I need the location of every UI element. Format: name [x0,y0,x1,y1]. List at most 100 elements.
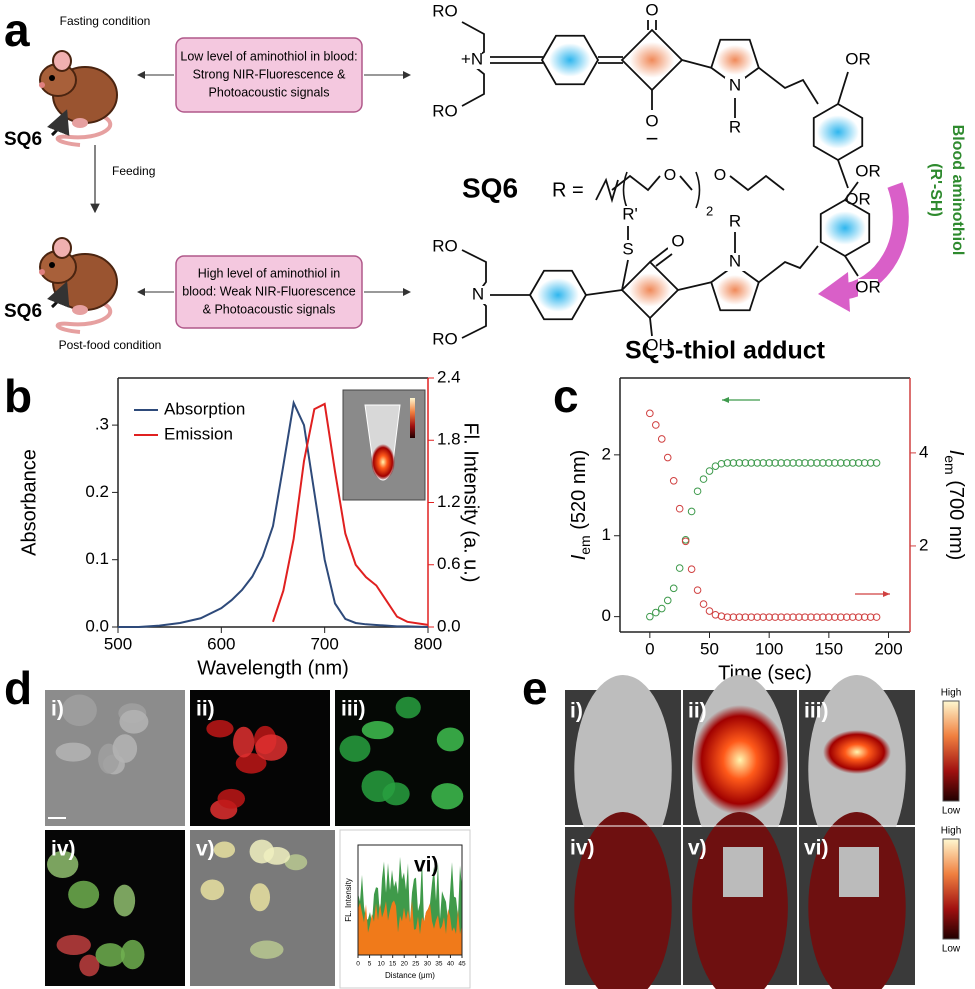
panel-label: c [553,370,579,422]
feeding-label: Feeding [112,164,155,178]
atom-bg [642,113,662,131]
atom-bg [435,103,455,121]
atom-label: N [729,75,741,94]
point [747,459,756,467]
x-tick-label: 100 [755,639,783,658]
axis-title: Absorbance [18,449,40,556]
point [717,459,726,468]
atom-bg [858,279,878,297]
atom-bg [620,206,640,224]
profile-orange [358,900,462,955]
point [848,613,857,621]
cell [206,720,234,738]
plot-frame [357,844,463,956]
image-label: vi) [414,854,439,877]
point [729,459,738,467]
inset-signal [371,444,395,480]
point [836,459,845,467]
point [675,504,684,513]
box-text: Strong NIR-Fluorescence & [193,67,347,81]
panel-label: e [522,662,548,714]
y-tick-label: 2 [602,444,611,463]
bond [837,159,849,189]
point [741,613,750,621]
cell [61,694,97,727]
point [854,613,863,621]
point [723,459,732,467]
axis-title-part: (520 nm) [568,450,590,536]
point [872,459,881,467]
point [836,613,845,621]
box-text: blood: Weak NIR-Fluorescence [182,284,356,298]
point [801,613,809,621]
point [819,459,827,467]
cell [233,726,255,758]
cell [68,880,100,909]
mouse-body [692,812,788,989]
image-label: ii) [196,698,215,721]
x-tick-label: 800 [414,634,442,653]
point [831,459,839,467]
atom-label: OR [855,161,881,180]
bond [461,299,487,339]
point [681,537,690,546]
arrow [47,109,70,137]
atom-label: S [622,239,633,258]
bond [649,317,653,337]
y2-tick-label: 1.8 [437,430,461,449]
axis-title-part: (700 nm) [945,475,967,561]
ring-glow [629,42,675,78]
axis-title: Wavelength (nm) [197,657,349,679]
colorbar-label: Low [942,806,961,817]
point [669,477,678,485]
image-label: iii) [341,698,366,721]
cell [95,943,125,967]
colorbar-label: Low [942,944,961,955]
in-vivo-imaging: i) ii) iii) iv) v) vi) High Low High Low [565,675,961,989]
atom-bg [435,3,455,21]
point [705,467,714,475]
atom-bg [858,163,878,181]
point [735,613,744,621]
ring [710,38,760,87]
cell [119,709,149,734]
mouse-body [808,812,906,989]
chart-b: 500 600 700 8000.00.10.2.30.00.61.21.82.4Wa… [18,367,481,679]
point [693,487,702,496]
y-tick-label: 1 [602,525,611,544]
y-tick-label: 0.0 [85,616,109,635]
point [646,409,654,418]
cell [217,788,246,809]
cell [249,883,271,912]
atom-bg [848,51,868,69]
bond [758,245,819,283]
atom-label: O [645,0,658,19]
legend-label: Absorption [164,399,245,418]
point [795,613,803,621]
mouse-body [574,812,672,989]
ring-glow [537,278,579,312]
cell [112,734,138,763]
axis-title: FL. Intensity [344,878,353,922]
reagent-name: Blood aminothiol [949,125,966,256]
point [652,608,660,617]
bond [655,253,673,267]
probe-label: SQ6 [4,129,42,150]
y2-tick-label: 4 [919,442,928,461]
atom-bg [435,331,455,349]
x-tick-label: 25 [412,961,420,968]
point [747,613,756,621]
point [663,453,672,462]
series-arrow-head [883,591,890,597]
point [735,459,744,467]
signal [692,705,788,815]
atom-bg [642,2,662,20]
ring [710,263,760,312]
y2-tick-label: 0.6 [437,554,461,573]
x-tick-label: 150 [815,639,843,658]
atom-bg [725,77,745,95]
mouse-icon [39,50,118,147]
x-tick-label: 0 [356,961,360,968]
y-tick-label: 0.2 [85,482,109,501]
box-text: Low level of aminothiol in blood: [180,49,357,63]
